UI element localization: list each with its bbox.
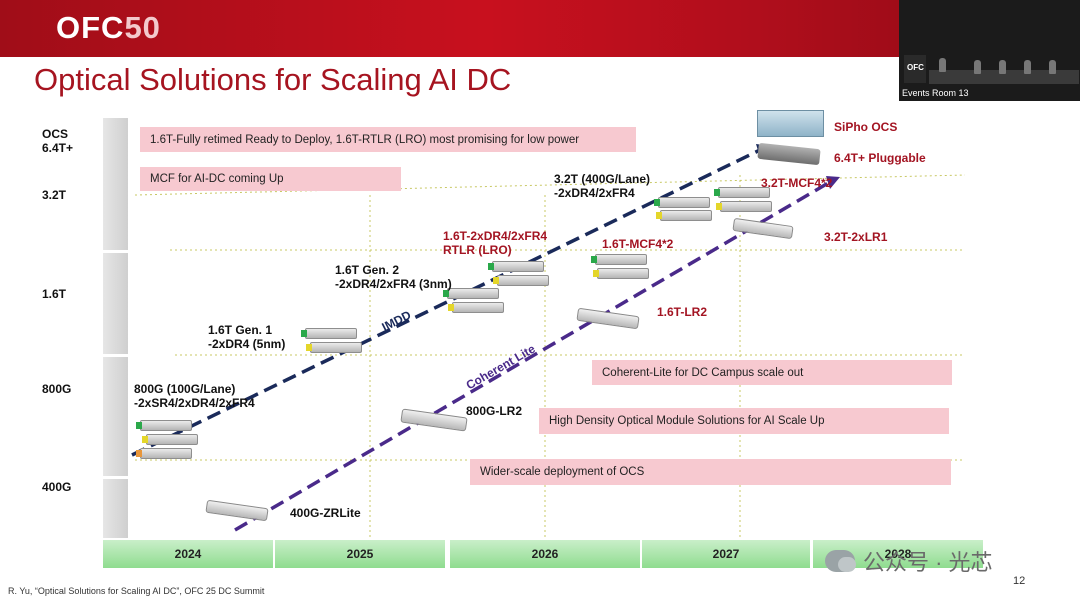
label-3.2t: 3.2T (400G/Lane) -2xDR4/2xFR4 <box>554 172 651 200</box>
module-gen1 <box>301 328 357 339</box>
y-label-3.2t: 3.2T <box>42 188 67 202</box>
inset-caption: Events Room 13 <box>902 88 969 98</box>
video-inset: OFC Events Room 13 <box>899 0 1080 101</box>
year-2027: 2027 <box>642 540 810 568</box>
label-zrlite: 400G-ZRLite <box>290 506 361 520</box>
citation: R. Yu, “Optical Solutions for Scaling AI… <box>8 586 265 596</box>
axis-divider <box>103 250 128 253</box>
label-1.6t-lr2: 1.6T-LR2 <box>657 305 708 319</box>
label-lr1: 3.2T-2xLR1 <box>824 230 888 244</box>
module-800g <box>136 448 192 459</box>
y-label-1.6t: 1.6T <box>42 287 67 301</box>
room-screen <box>904 55 926 83</box>
label-mcf16: 1.6T-MCF4*2 <box>602 237 674 251</box>
module-800g <box>142 434 198 445</box>
note-box-coherent: Coherent-Lite for DC Campus scale out <box>592 360 952 385</box>
year-2025: 2025 <box>275 540 445 568</box>
y-label-400g: 400G <box>42 480 72 494</box>
note-box-1.6t: 1.6T-Fully retimed Ready to Deploy, 1.6T… <box>140 127 636 152</box>
slide-title: Optical Solutions for Scaling AI DC <box>34 62 512 97</box>
speed-axis-bar <box>103 118 128 538</box>
speaker-figure <box>939 58 946 72</box>
imdd-trend-line <box>131 148 761 457</box>
module-mcf32 <box>714 187 770 198</box>
panelist-figure <box>974 60 981 74</box>
coherent-arrowhead <box>826 176 840 189</box>
module-rtlr <box>493 275 549 286</box>
module-3.2t <box>656 210 712 221</box>
note-box-ocs: Wider-scale deployment of OCS <box>470 459 951 485</box>
label-800g: 800G (100G/Lane) -2xSR4/2xDR4/2xFR4 <box>134 382 255 410</box>
module-mcf16 <box>593 268 649 279</box>
module-gen1 <box>306 342 362 353</box>
y-label-ocs: OCS 6.4T+ <box>42 127 74 155</box>
label-gen2: 1.6T Gen. 2 -2xDR4/2xFR4 (3nm) <box>335 263 452 291</box>
module-gen2 <box>443 288 499 299</box>
label-pluggable: 6.4T+ Pluggable <box>834 151 926 165</box>
room-screen-logo: OFC <box>907 63 924 72</box>
module-mcf32 <box>716 201 772 212</box>
wechat-icon <box>825 550 856 572</box>
label-800g-lr2: 800G-LR2 <box>466 404 523 418</box>
note-box-scale-up: High Density Optical Module Solutions fo… <box>539 408 949 434</box>
note-box-mcf: MCF for AI-DC coming Up <box>140 167 401 191</box>
axis-divider <box>103 476 128 479</box>
y-label-800g: 800G <box>42 382 72 396</box>
year-2024: 2024 <box>103 540 273 568</box>
panel-table <box>929 70 1079 84</box>
label-mcf32: 3.2T-MCF4*2 <box>761 176 833 190</box>
ofc-logo: OFC50 <box>56 10 161 45</box>
label-sipho: SiPho OCS <box>834 120 898 134</box>
page-number: 12 <box>1013 575 1026 587</box>
module-rtlr <box>488 261 544 272</box>
panelist-figure <box>999 60 1006 74</box>
label-rtlr: 1.6T-2xDR4/2xFR4 RTLR (LRO) <box>443 229 548 257</box>
year-2026: 2026 <box>450 540 640 568</box>
label-gen1: 1.6T Gen. 1 -2xDR4 (5nm) <box>208 323 286 351</box>
module-mcf16 <box>591 254 647 265</box>
axis-divider <box>103 354 128 357</box>
guide-line <box>134 174 966 196</box>
watermark: 公众号 · 光芯 <box>825 545 993 577</box>
panelist-figure <box>1024 60 1031 74</box>
sipho-ocs-device <box>757 110 824 137</box>
module-800g <box>136 420 192 431</box>
module-3.2t <box>654 197 710 208</box>
coherent-trend-line <box>234 180 831 532</box>
panelist-figure <box>1049 60 1056 74</box>
module-gen2 <box>448 302 504 313</box>
